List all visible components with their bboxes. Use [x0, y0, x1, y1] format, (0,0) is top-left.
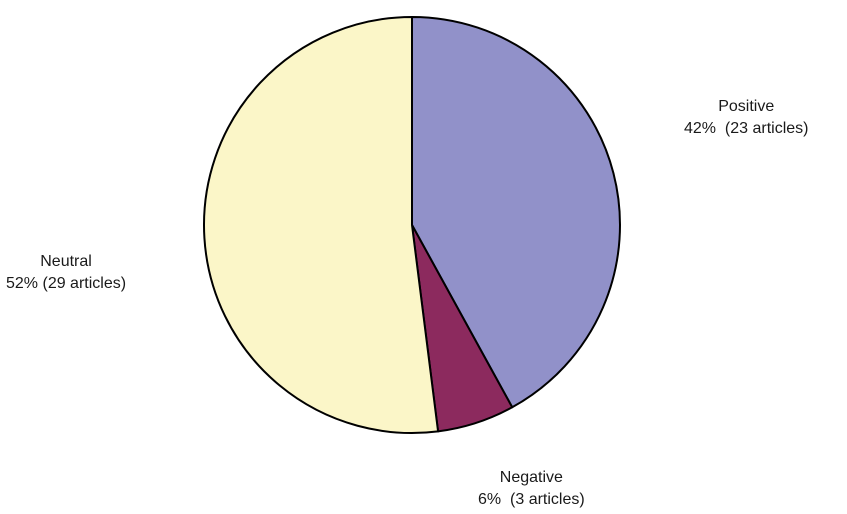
label-negative-count: (3 articles): [510, 491, 585, 508]
label-negative: Negative 6% (3 articles): [478, 467, 585, 511]
label-negative-value: 6% (3 articles): [478, 489, 585, 511]
pie-slice-positive: [411, 16, 621, 409]
label-neutral-value: 52% (29 articles): [6, 273, 126, 295]
label-positive-pct: 42%: [684, 120, 717, 137]
label-neutral: Neutral 52% (29 articles): [6, 251, 126, 295]
label-negative-pct: 6%: [478, 491, 502, 508]
label-neutral-pct: 52%: [6, 275, 39, 292]
label-positive-value: 42% (23 articles): [684, 118, 809, 140]
label-positive: Positive 42% (23 articles): [684, 96, 809, 140]
pie-slice-neutral: [203, 16, 440, 434]
label-neutral-count: (29 articles): [42, 275, 127, 292]
label-positive-count: (23 articles): [724, 120, 809, 137]
label-positive-name: Positive: [718, 98, 775, 115]
label-negative-name: Negative: [499, 469, 563, 486]
label-neutral-name: Neutral: [40, 253, 92, 270]
